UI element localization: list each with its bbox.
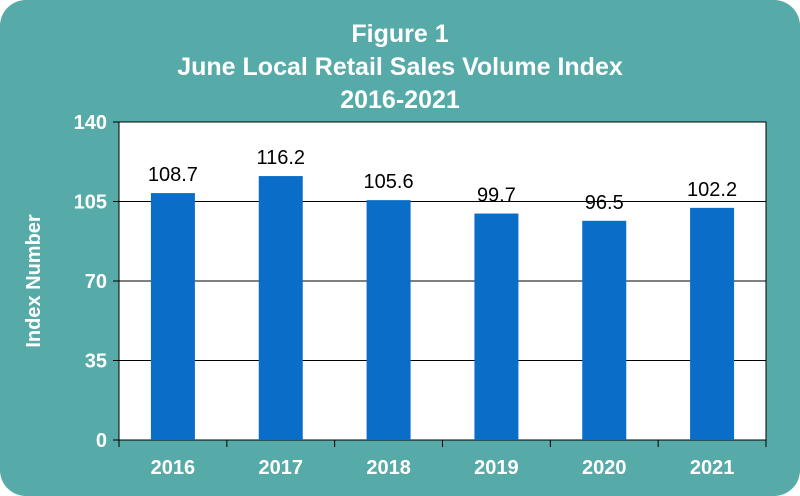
data-label-2021: 102.2 (687, 179, 737, 201)
y-tick-label-70: 70 (85, 271, 107, 293)
data-labels: 108.7 116.2 105.6 99.7 96.5 102.2 (148, 147, 737, 214)
data-label-2016: 108.7 (148, 164, 198, 186)
x-tick-label-2017: 2017 (259, 457, 304, 479)
data-label-2018: 105.6 (364, 171, 414, 193)
bar-2018 (366, 200, 411, 440)
x-tick-label-2018: 2018 (366, 457, 411, 479)
bar-2021 (690, 207, 735, 440)
y-tick-label-0: 0 (96, 430, 107, 452)
bar-2017 (258, 176, 303, 440)
x-axis-ticks: 2016 2017 2018 2019 2020 2021 (118, 440, 767, 479)
y-axis-label: Index Number (23, 214, 45, 348)
y-axis-ticks: 0 35 70 105 140 (74, 112, 119, 452)
bar-2020 (582, 220, 627, 440)
data-label-2019: 99.7 (477, 185, 516, 207)
chart-titles: Figure 1 June Local Retail Sales Volume … (0, 18, 800, 117)
bar-2019 (474, 213, 519, 440)
x-tick-label-2016: 2016 (151, 457, 196, 479)
data-label-2020: 96.5 (585, 192, 624, 214)
bars (150, 176, 735, 440)
chart-title: Figure 1 (351, 20, 449, 48)
bar-2016 (150, 193, 195, 440)
x-tick-label-2020: 2020 (582, 457, 627, 479)
y-tick-label-35: 35 (85, 351, 107, 373)
x-tick-label-2019: 2019 (474, 457, 519, 479)
x-tick-label-2021: 2021 (690, 457, 735, 479)
y-tick-label-105: 105 (74, 192, 107, 214)
data-label-2017: 116.2 (256, 147, 305, 169)
y-tick-label-140: 140 (74, 112, 107, 134)
chart-subtitle-years: 2016-2021 (340, 86, 460, 114)
gridlines (119, 201, 766, 361)
chart-subtitle: June Local Retail Sales Volume Index (177, 53, 623, 81)
